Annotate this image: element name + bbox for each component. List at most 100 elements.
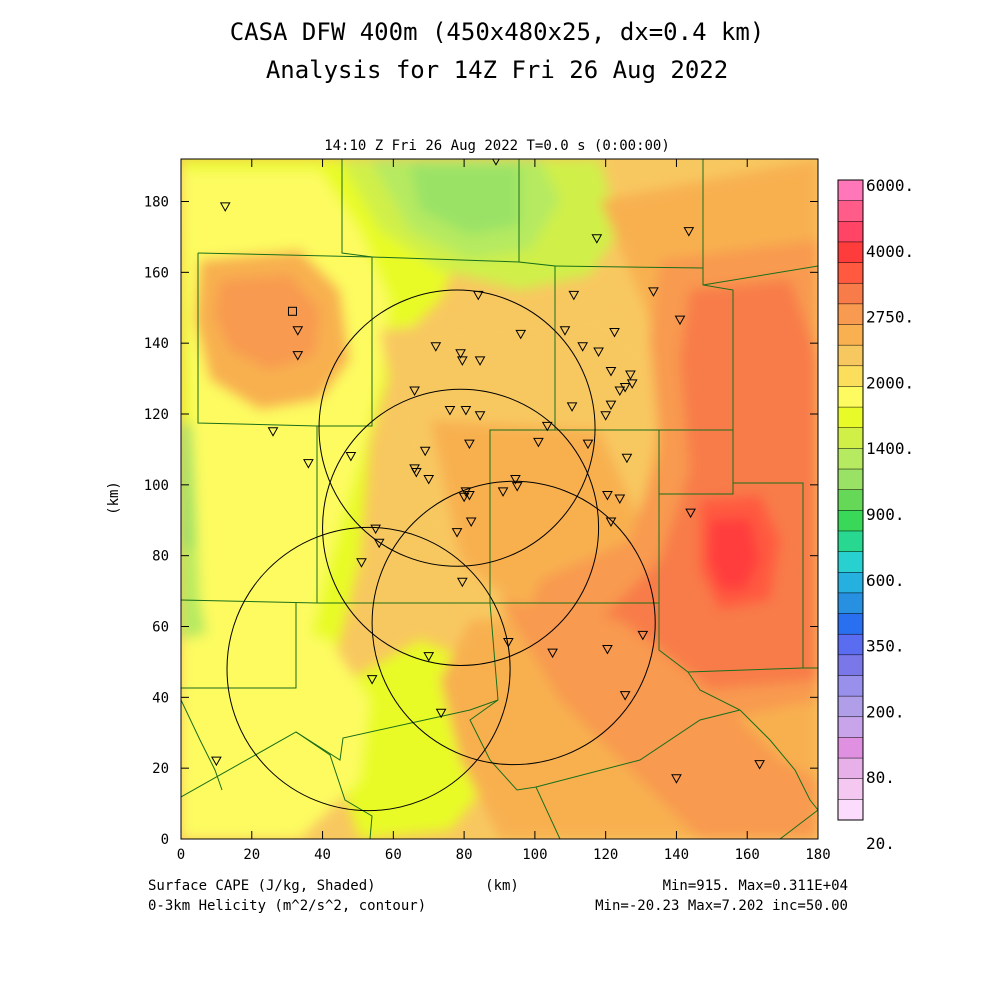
station-marker bbox=[492, 159, 500, 166]
colorbar-swatch bbox=[838, 221, 863, 243]
y-tick-label: 180 bbox=[144, 195, 169, 211]
y-tick-label: 20 bbox=[152, 761, 169, 777]
county-line bbox=[687, 671, 818, 811]
cape-shading-layers bbox=[181, 159, 818, 839]
county-line bbox=[779, 809, 818, 839]
station-marker bbox=[373, 538, 385, 549]
colorbar-swatch bbox=[838, 469, 863, 491]
x-tick-label: 20 bbox=[243, 847, 260, 863]
station-marker bbox=[409, 386, 420, 396]
county-line bbox=[197, 253, 318, 427]
x-tick-label: 180 bbox=[805, 847, 830, 863]
station-marker bbox=[625, 370, 636, 381]
y-tick-label: 140 bbox=[144, 336, 169, 352]
colorbar-swatch bbox=[838, 634, 863, 656]
colorbar-swatch bbox=[838, 696, 863, 718]
contour-field-range: Min=-20.23 Max=7.202 inc=50.00 bbox=[595, 898, 848, 914]
station-marker bbox=[455, 349, 466, 359]
station-marker bbox=[582, 439, 594, 450]
station-marker bbox=[497, 487, 509, 497]
colorbar-swatch bbox=[838, 510, 863, 532]
station-marker bbox=[637, 630, 649, 641]
colorbar-swatch bbox=[838, 572, 863, 594]
colorbar-swatch bbox=[838, 530, 863, 553]
station-marker bbox=[602, 645, 613, 655]
station-marker bbox=[547, 648, 558, 659]
colorbar-swatch bbox=[838, 345, 863, 367]
colorbar-swatch bbox=[838, 613, 863, 635]
station-marker bbox=[472, 290, 484, 301]
station-marker bbox=[474, 356, 486, 366]
x-tick-label: 160 bbox=[735, 847, 760, 863]
colorbar-label: 4000. bbox=[866, 242, 914, 261]
colorbar-swatch bbox=[838, 551, 863, 573]
x-tick-label: 120 bbox=[593, 847, 618, 863]
shaded-field-range: Min=915. Max=0.311E+04 bbox=[663, 878, 848, 894]
station-marker bbox=[370, 524, 381, 535]
county-line bbox=[535, 709, 741, 788]
county-line bbox=[181, 603, 297, 689]
y-axis-label: (km) bbox=[106, 481, 122, 515]
station-marker bbox=[600, 411, 612, 421]
station-marker bbox=[430, 342, 442, 352]
colorbar-swatch bbox=[838, 737, 863, 759]
county-line bbox=[659, 483, 734, 495]
station-marker bbox=[423, 475, 435, 485]
radar-range-ring bbox=[226, 526, 511, 812]
station-marker bbox=[356, 558, 367, 568]
x-tick-label: 140 bbox=[664, 847, 689, 863]
station-marker bbox=[464, 439, 475, 450]
figure-title-line2: Analysis for 14Z Fri 26 Aug 2022 bbox=[266, 56, 728, 84]
station-marker bbox=[609, 328, 620, 338]
colorbar-swatch bbox=[838, 386, 863, 408]
station-marker bbox=[292, 351, 304, 361]
figure-title-line1: CASA DFW 400m (450x480x25, dx=0.4 km) bbox=[230, 18, 765, 46]
station-marker bbox=[502, 637, 514, 648]
station-marker bbox=[510, 475, 521, 485]
station-marker bbox=[219, 202, 231, 212]
station-marker bbox=[292, 326, 304, 336]
colorbar-frame bbox=[837, 179, 864, 821]
cape-band-1700-southwest bbox=[181, 620, 370, 839]
station-marker bbox=[451, 528, 463, 538]
x-tick-label: 100 bbox=[522, 847, 547, 863]
station-marker bbox=[566, 402, 578, 412]
colorbar-swatch bbox=[838, 592, 863, 615]
station-marker bbox=[619, 691, 631, 701]
y-tick-label: 40 bbox=[152, 690, 169, 706]
station-marker bbox=[211, 756, 222, 767]
colorbar-swatch bbox=[838, 407, 863, 429]
colorbar-label: 900. bbox=[866, 505, 905, 524]
station-marker bbox=[568, 290, 580, 301]
valid-time-label: 14:10 Z Fri 26 Aug 2022 T=0.0 s (0:00:00… bbox=[324, 138, 670, 154]
station-marker bbox=[621, 453, 633, 464]
colorbar-label: 2000. bbox=[866, 373, 914, 392]
county-line bbox=[181, 699, 499, 798]
station-marker bbox=[474, 411, 486, 421]
colorbar-swatch bbox=[838, 489, 863, 511]
x-tick-label: 0 bbox=[177, 847, 185, 863]
county-line bbox=[555, 268, 734, 431]
station-marker bbox=[614, 386, 626, 396]
colorbar-swatch bbox=[838, 324, 863, 346]
y-tick-label: 100 bbox=[144, 478, 169, 494]
station-marker bbox=[626, 379, 638, 389]
radar-site-marker bbox=[287, 306, 297, 316]
station-marker bbox=[648, 287, 659, 297]
plot-frame bbox=[180, 158, 819, 840]
contour-field-caption: 0-3km Helicity (m^2/s^2, contour) bbox=[148, 898, 426, 914]
county-line bbox=[658, 430, 804, 673]
y-tick-label: 80 bbox=[152, 549, 169, 565]
county-line bbox=[371, 256, 520, 263]
y-tick-label: 60 bbox=[152, 620, 169, 636]
radar-range-ring bbox=[318, 289, 596, 567]
colorbar-swatch bbox=[838, 675, 863, 697]
station-marker bbox=[671, 774, 682, 784]
station-marker bbox=[541, 421, 553, 432]
station-marker bbox=[345, 452, 357, 462]
station-marker bbox=[458, 492, 470, 503]
colorbar-swatch bbox=[838, 200, 863, 222]
county-line bbox=[295, 731, 373, 839]
station-marker bbox=[419, 446, 431, 457]
